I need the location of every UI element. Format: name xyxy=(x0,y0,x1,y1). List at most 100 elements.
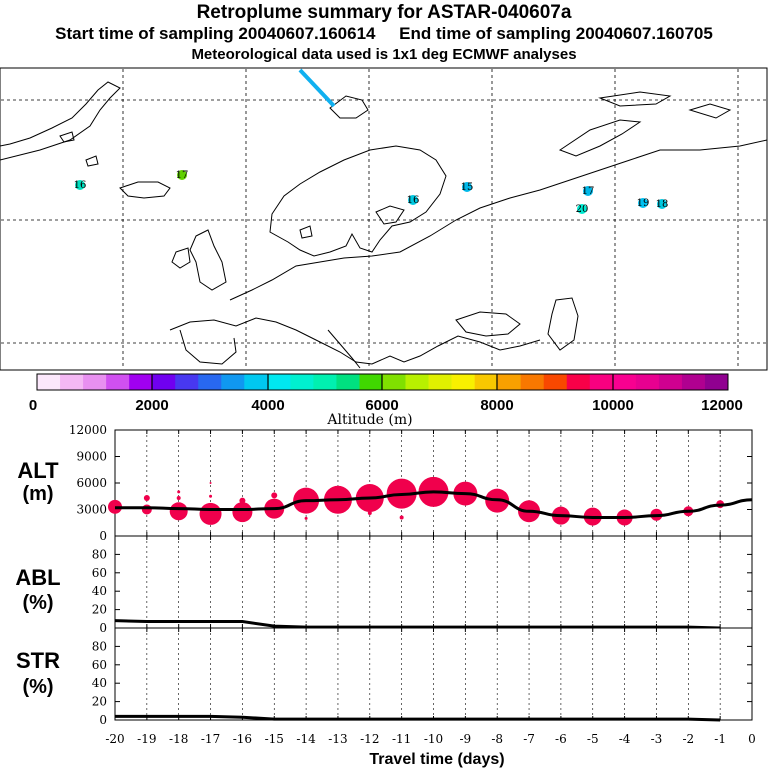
x-tick-label: -10 xyxy=(424,732,443,746)
colorbar-segment xyxy=(566,374,591,390)
abl-panel-label: ABL xyxy=(15,565,60,590)
colorbar-tick-label: 8000 xyxy=(480,397,513,414)
map-label-marker xyxy=(583,186,593,196)
altitude-bubble xyxy=(271,492,278,499)
x-tick-label: 0 xyxy=(748,732,756,746)
end-time-label: End time of sampling 20040607.160705 xyxy=(399,24,713,43)
colorbar-segment xyxy=(474,374,498,390)
x-tick-label: -13 xyxy=(328,732,347,746)
altitude-bubble xyxy=(239,497,246,504)
y-tick-label: 80 xyxy=(92,547,107,561)
y-tick-label: 0 xyxy=(99,713,107,727)
x-axis-title: Travel time (days) xyxy=(369,751,504,768)
abl-panel-unit: (%) xyxy=(22,592,53,614)
colorbar-segment xyxy=(83,374,107,390)
colorbar-segment xyxy=(106,374,130,390)
colorbar-segment xyxy=(589,374,614,390)
x-tick-label: -20 xyxy=(105,732,124,746)
altitude-bubble xyxy=(209,494,213,498)
str-line xyxy=(115,714,721,722)
colorbar-tick-labels: 0 2000 4000 6000 8000 10000 12000 xyxy=(29,397,743,414)
map-altitude-label: 18 xyxy=(656,199,669,210)
y-tick-label: 20 xyxy=(92,603,107,617)
colorbar-tick-label: 4000 xyxy=(251,397,284,414)
colorbar-segment xyxy=(658,374,683,390)
colorbar-tick-label: 6000 xyxy=(365,397,398,414)
alt-panel-label: ALT xyxy=(17,458,59,483)
y-tick-label: 0 xyxy=(99,529,107,543)
colorbar-segment xyxy=(60,374,84,390)
map-label-marker xyxy=(577,204,587,214)
colorbar-segment xyxy=(543,374,568,390)
map-frame xyxy=(0,67,768,371)
time-series-panels: 120009000600030000806040200806040200-20-… xyxy=(69,423,756,746)
x-tick-label: -6 xyxy=(555,732,567,746)
colorbar-segment xyxy=(152,374,176,390)
map-gridlines xyxy=(1,69,766,369)
map-altitude-label: 17 xyxy=(176,170,189,181)
plume-track-segment xyxy=(298,68,336,108)
map-altitude-label: 16 xyxy=(407,195,420,206)
altitude-colorbar xyxy=(36,373,729,391)
alt-panel-unit: (m) xyxy=(22,483,53,505)
x-tick-label: -2 xyxy=(682,732,694,746)
chart-title: Retroplume summary for ASTAR-040607a xyxy=(196,2,572,23)
map-label-marker xyxy=(657,199,667,209)
altitude-bubble xyxy=(141,504,152,515)
x-tick-label: -1 xyxy=(714,732,726,746)
map-label-marker xyxy=(408,195,418,205)
x-tick-label: -11 xyxy=(392,732,411,746)
y-tick-label: 60 xyxy=(92,566,107,580)
map-altitude-label: 17 xyxy=(582,186,595,197)
colorbar-segment xyxy=(704,374,729,390)
met-data-label: Meteorological data used is 1x1 deg ECMW… xyxy=(191,46,577,63)
x-tick-label: -14 xyxy=(296,732,316,746)
map-coastlines xyxy=(0,81,768,369)
x-tick-label: -17 xyxy=(201,732,220,746)
map-panel: 16 17 16 15 17 20 19 18 xyxy=(0,67,768,371)
colorbar-tick-label: 0 xyxy=(29,397,37,414)
colorbar-segment xyxy=(497,374,521,390)
colorbar-segment xyxy=(244,374,268,390)
y-tick-label: 20 xyxy=(92,695,107,709)
colorbar-segment xyxy=(635,374,660,390)
colorbar-segment xyxy=(451,374,475,390)
map-altitude-label: 16 xyxy=(74,180,87,191)
y-tick-label: 3000 xyxy=(76,503,107,517)
colorbar-segment xyxy=(290,374,314,390)
colorbar-segment xyxy=(129,374,153,390)
y-tick-label: 80 xyxy=(92,639,107,653)
x-tick-label: -16 xyxy=(233,732,252,746)
x-tick-label: -15 xyxy=(265,732,284,746)
map-label-marker xyxy=(75,180,85,190)
x-tick-label: -12 xyxy=(360,732,379,746)
x-tick-label: -3 xyxy=(651,732,663,746)
panel-labels: ALT (m) ABL (%) STR (%) xyxy=(15,458,60,698)
map-altitude-label: 20 xyxy=(576,204,589,215)
colorbar-segment xyxy=(221,374,245,390)
x-tick-label: -18 xyxy=(169,732,188,746)
start-time-label: Start time of sampling 20040607.160614 xyxy=(55,24,376,43)
map-altitude-label: 15 xyxy=(461,182,474,193)
altitude-bubble xyxy=(209,482,212,484)
colorbar-segment xyxy=(267,374,291,390)
map-label-marker xyxy=(638,198,648,208)
y-tick-label: 12000 xyxy=(69,423,107,437)
x-tick-label: -8 xyxy=(491,732,503,746)
altitude-median-line xyxy=(114,490,753,519)
colorbar-segment xyxy=(428,374,452,390)
y-tick-label: 40 xyxy=(92,584,107,598)
sampling-times: Start time of sampling 20040607.160614 E… xyxy=(0,24,768,44)
x-tick-label: -9 xyxy=(459,732,471,746)
str-panel-label: STR xyxy=(16,648,60,673)
y-tick-label: 40 xyxy=(92,676,107,690)
altitude-bubble xyxy=(177,490,181,494)
altitude-bubble xyxy=(199,502,222,525)
altitude-bubble xyxy=(367,511,372,516)
altitude-bubble xyxy=(143,495,150,502)
x-tick-label: -19 xyxy=(137,732,156,746)
colorbar-segment xyxy=(382,374,406,390)
altitude-bubble xyxy=(169,502,188,521)
map-label-marker xyxy=(462,182,472,192)
